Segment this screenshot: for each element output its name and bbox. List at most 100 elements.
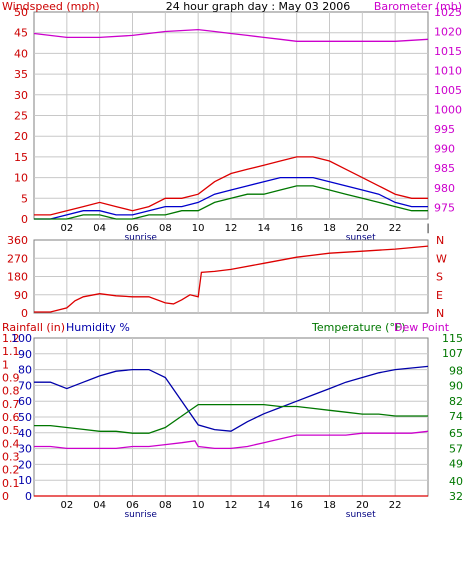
y-tick-label-temperature: 90: [449, 380, 463, 393]
x-tick-label: 10: [192, 500, 205, 511]
y-tick-label-barometer: 1025: [434, 6, 462, 19]
sunrise-marker: sunrise: [124, 233, 157, 243]
y-tick-label-barometer: 980: [434, 182, 455, 195]
y-tick-label-barometer: 1015: [434, 45, 462, 58]
temperature-axis-label: Temperature (°F): [311, 321, 406, 334]
y-tick-label-direction: 0: [21, 307, 28, 320]
humidity-axis-label: Humidity %: [66, 321, 130, 334]
y-tick-label-barometer: 990: [434, 143, 455, 156]
series-line-windspeed-average: [34, 176, 428, 220]
y-tick-label-humidity: 50: [18, 411, 32, 424]
y-tick-label-temperature: 49: [449, 458, 463, 471]
x-tick-label: 04: [93, 223, 106, 234]
y-tick-label-windspeed: 15: [14, 151, 28, 164]
y-tick-label-windspeed: 5: [21, 192, 28, 205]
x-tick-label: 12: [225, 223, 238, 234]
y-tick-label-humidity: 40: [18, 427, 32, 440]
y-tick-label-rainfall: 0.7: [2, 398, 20, 411]
x-tick-label: 08: [159, 223, 172, 234]
x-tick-label: 20: [356, 223, 369, 234]
y-tick-label-humidity: 10: [18, 474, 32, 487]
y-tick-label-barometer: 1010: [434, 65, 462, 78]
x-tick-label: 16: [290, 500, 303, 511]
x-tick-label: 10: [192, 223, 205, 234]
x-tick-label: 02: [60, 500, 73, 511]
y-tick-label-temperature: 74: [449, 410, 463, 423]
y-tick-label-rainfall: 1.2: [2, 332, 20, 345]
series-line-windspeed: [34, 185, 428, 220]
chart-title: 24 hour graph day : May 03 2006: [166, 0, 351, 13]
y-tick-label-barometer: 985: [434, 162, 455, 175]
y-tick-label-compass: S: [436, 271, 443, 284]
x-tick-label: |: [426, 223, 429, 234]
y-tick-label-rainfall: 0.9: [2, 372, 20, 385]
y-tick-label-temperature: 107: [442, 347, 463, 360]
y-tick-label-humidity: 80: [18, 364, 32, 377]
x-tick-label: 20: [356, 500, 369, 511]
y-tick-label-windspeed: 35: [14, 68, 28, 81]
y-tick-label-temperature: 57: [449, 442, 463, 455]
y-tick-label-rainfall: 0.1: [2, 477, 20, 490]
x-tick-label: 06: [126, 500, 139, 511]
sunset-marker: sunset: [346, 510, 376, 520]
y-tick-label-temperature: 98: [449, 364, 463, 377]
sunrise-marker: sunrise: [124, 510, 157, 520]
y-tick-label-windspeed: 0: [21, 213, 28, 226]
x-tick-label: 16: [290, 223, 303, 234]
x-tick-label: 18: [323, 500, 336, 511]
windspeed-axis-label: Windspeed (mph): [2, 0, 100, 13]
y-tick-label-barometer: 995: [434, 123, 455, 136]
y-tick-label-windspeed: 45: [14, 27, 28, 40]
y-tick-label-humidity: 100: [11, 332, 32, 345]
rainfall-axis-label: Rainfall (in): [2, 321, 65, 334]
series-line-windspeed-gust: [34, 156, 428, 216]
y-tick-label-rainfall: 0.4: [2, 437, 20, 450]
y-tick-label-rainfall: 0.2: [2, 464, 20, 477]
y-tick-label-humidity: 90: [18, 348, 32, 361]
y-tick-label-temperature: 82: [449, 395, 463, 408]
y-tick-label-direction: 360: [7, 234, 28, 247]
y-tick-label-rainfall: 0.5: [2, 424, 20, 437]
y-tick-label-compass: N: [436, 234, 444, 247]
dewpoint-axis-label: Dew Point: [394, 321, 450, 334]
sunset-marker: sunset: [346, 233, 376, 243]
y-tick-label-humidity: 70: [18, 379, 32, 392]
x-tick-label: 14: [257, 500, 270, 511]
series-line-temperature-f: [34, 403, 428, 434]
panel-wind-barometer: Windspeed (mph) 24 hour graph day : May …: [2, 0, 462, 243]
y-tick-label-compass: W: [436, 252, 447, 265]
x-tick-label: 22: [389, 223, 402, 234]
y-tick-label-rainfall: 0.3: [2, 451, 20, 464]
y-tick-label-humidity: 60: [18, 395, 32, 408]
series-line-humidity: [34, 365, 429, 432]
x-tick-label: 04: [93, 500, 106, 511]
x-tick-label: 12: [225, 500, 238, 511]
x-tick-label: 18: [323, 223, 336, 234]
y-tick-label-temperature: 40: [449, 475, 463, 488]
y-tick-label-windspeed: 10: [14, 172, 28, 185]
y-tick-label-compass: N: [436, 307, 444, 320]
y-tick-label-humidity: 30: [18, 443, 32, 456]
y-tick-label-temperature: 115: [442, 332, 463, 345]
y-tick-label-barometer: 1020: [434, 26, 462, 39]
y-tick-label-humidity: 20: [18, 458, 32, 471]
y-tick-label-direction: 90: [14, 289, 28, 302]
y-tick-label-windspeed: 50: [14, 6, 28, 19]
y-tick-label-windspeed: 25: [14, 110, 28, 123]
y-tick-label-rainfall: 0: [2, 490, 9, 503]
y-tick-label-barometer: 1005: [434, 84, 462, 97]
x-tick-label: 14: [257, 223, 270, 234]
y-tick-label-windspeed: 20: [14, 130, 28, 143]
y-tick-label-rainfall: 0.6: [2, 411, 20, 424]
y-tick-label-rainfall: 0.8: [2, 385, 20, 398]
x-tick-label: 06: [126, 223, 139, 234]
x-tick-label: 22: [389, 500, 402, 511]
y-tick-label-barometer: 975: [434, 201, 455, 214]
x-tick-label: 02: [60, 223, 73, 234]
y-tick-label-barometer: 1000: [434, 104, 462, 117]
series-line-wind-direction: [34, 245, 429, 313]
y-tick-label-windspeed: 40: [14, 47, 28, 60]
panel-temp-humidity: Rainfall (in) Humidity % Temperature (°F…: [2, 321, 463, 520]
y-tick-label-humidity: 0: [25, 490, 32, 503]
